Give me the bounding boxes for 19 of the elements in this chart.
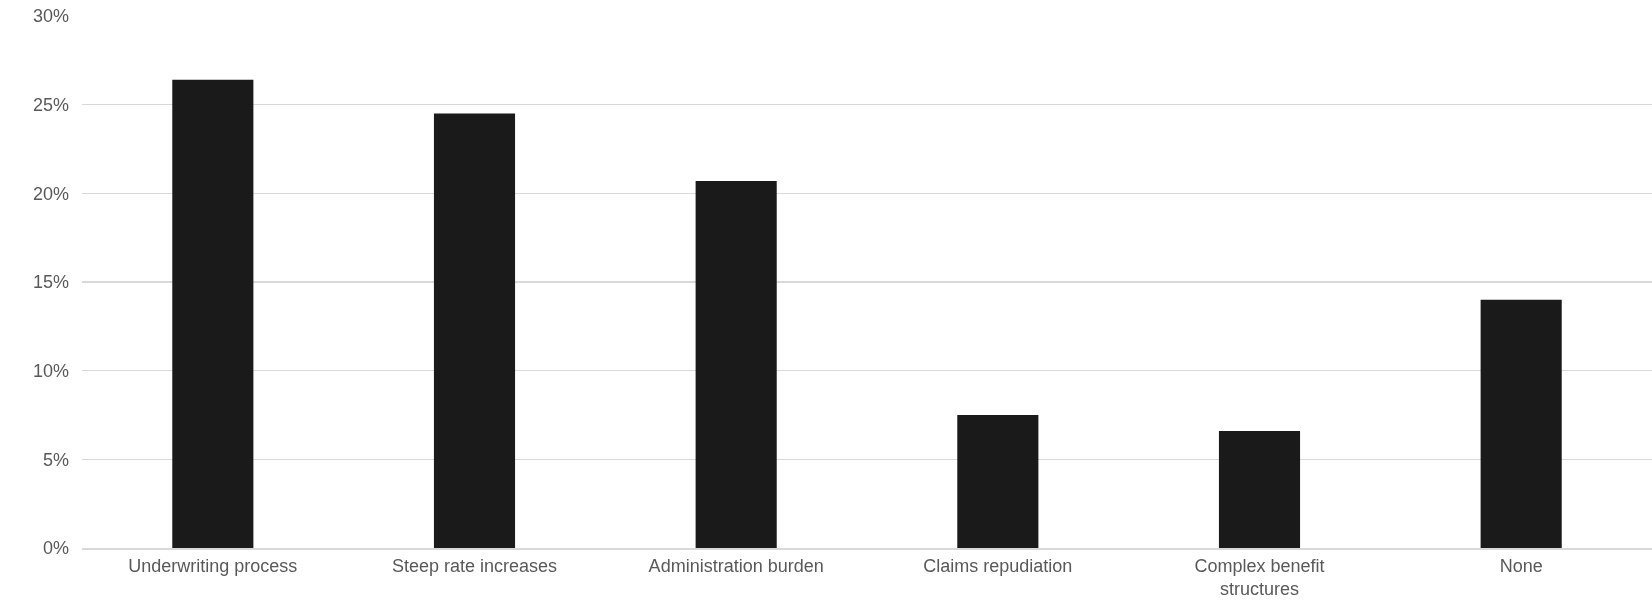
x-tick-label: Claims repudiation — [923, 555, 1073, 576]
x-tick-label: Underwriting process — [128, 555, 298, 576]
bar — [957, 415, 1039, 548]
bar — [172, 79, 254, 548]
y-tick-label: 25% — [32, 94, 69, 115]
x-tick-label: Administration burden — [648, 555, 824, 576]
bar — [433, 113, 516, 548]
y-tick-label: 5% — [42, 449, 69, 470]
y-tick-label: 20% — [32, 183, 69, 204]
bar — [1218, 430, 1301, 548]
y-tick-label: 30% — [32, 6, 69, 27]
x-tick-label: None — [1499, 555, 1543, 576]
x-tick-label: Steep rate increases — [391, 555, 558, 576]
x-tick-label: Complex benefit structures — [1194, 555, 1325, 599]
bar — [695, 180, 777, 548]
bar — [1480, 299, 1562, 548]
y-tick-label: 10% — [32, 360, 69, 381]
y-tick-label: 0% — [42, 538, 69, 559]
y-tick-label: 15% — [32, 272, 69, 293]
